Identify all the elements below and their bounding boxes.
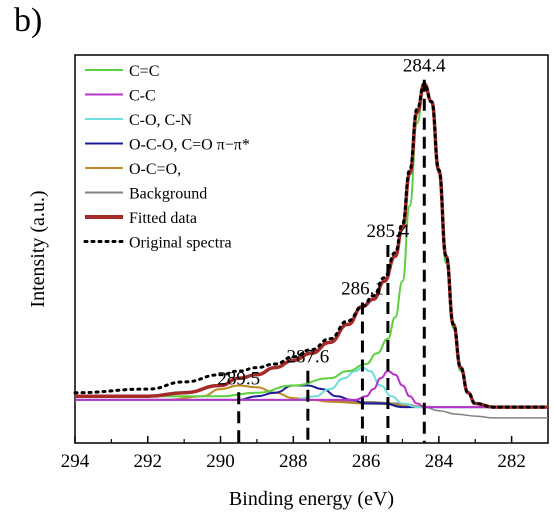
panel-label: b) <box>14 2 43 39</box>
legend-label: C-C <box>129 88 156 105</box>
x-tick-label: 294 <box>61 451 90 472</box>
peak-label: 286.1 <box>341 278 384 299</box>
peak-label: 285.4 <box>367 221 410 242</box>
legend-label: C=C <box>129 63 159 80</box>
legend-label: Background <box>129 186 207 203</box>
peak-label: 287.6 <box>286 347 329 368</box>
series-line-c-c <box>75 82 548 409</box>
x-tick-label: 282 <box>497 451 526 472</box>
peak-label: 284.4 <box>403 56 446 77</box>
legend-label: O-C=O, <box>129 161 181 178</box>
x-tick-label: 288 <box>279 451 308 472</box>
axes: 294 292 290 288 286 284 282 <box>61 436 526 472</box>
legend-label: Original spectra <box>129 235 232 252</box>
legend-label: O-C-O, C=O π−π* <box>129 137 250 154</box>
peak-label: 289.5 <box>217 368 260 389</box>
series-line-original-spectra <box>73 82 550 409</box>
y-axis-label: Intensity (a.u.) <box>27 190 49 307</box>
legend-label: C-O, C-N <box>129 112 193 129</box>
legend: C=C C-C C-O, C-N O-C-O, C=O π−π* O-C=O, Backg… <box>83 63 250 252</box>
legend-label: Fitted data <box>129 210 197 227</box>
x-tick-label: 286 <box>352 451 381 472</box>
series-line-c-o-c-n <box>74 366 548 409</box>
x-axis-label: Binding energy (eV) <box>229 488 394 510</box>
x-tick-label: 292 <box>134 451 163 472</box>
series-line-o-c-o-c-o <box>74 384 548 409</box>
x-tick-label: 284 <box>425 451 454 472</box>
x-tick-label: 290 <box>206 451 235 472</box>
plot-area <box>74 54 549 444</box>
peak-markers: 284.4 285.4 286.1 287.6 289.5 <box>217 56 446 443</box>
plot-frame <box>74 54 549 444</box>
series-line-c-c <box>74 370 548 409</box>
